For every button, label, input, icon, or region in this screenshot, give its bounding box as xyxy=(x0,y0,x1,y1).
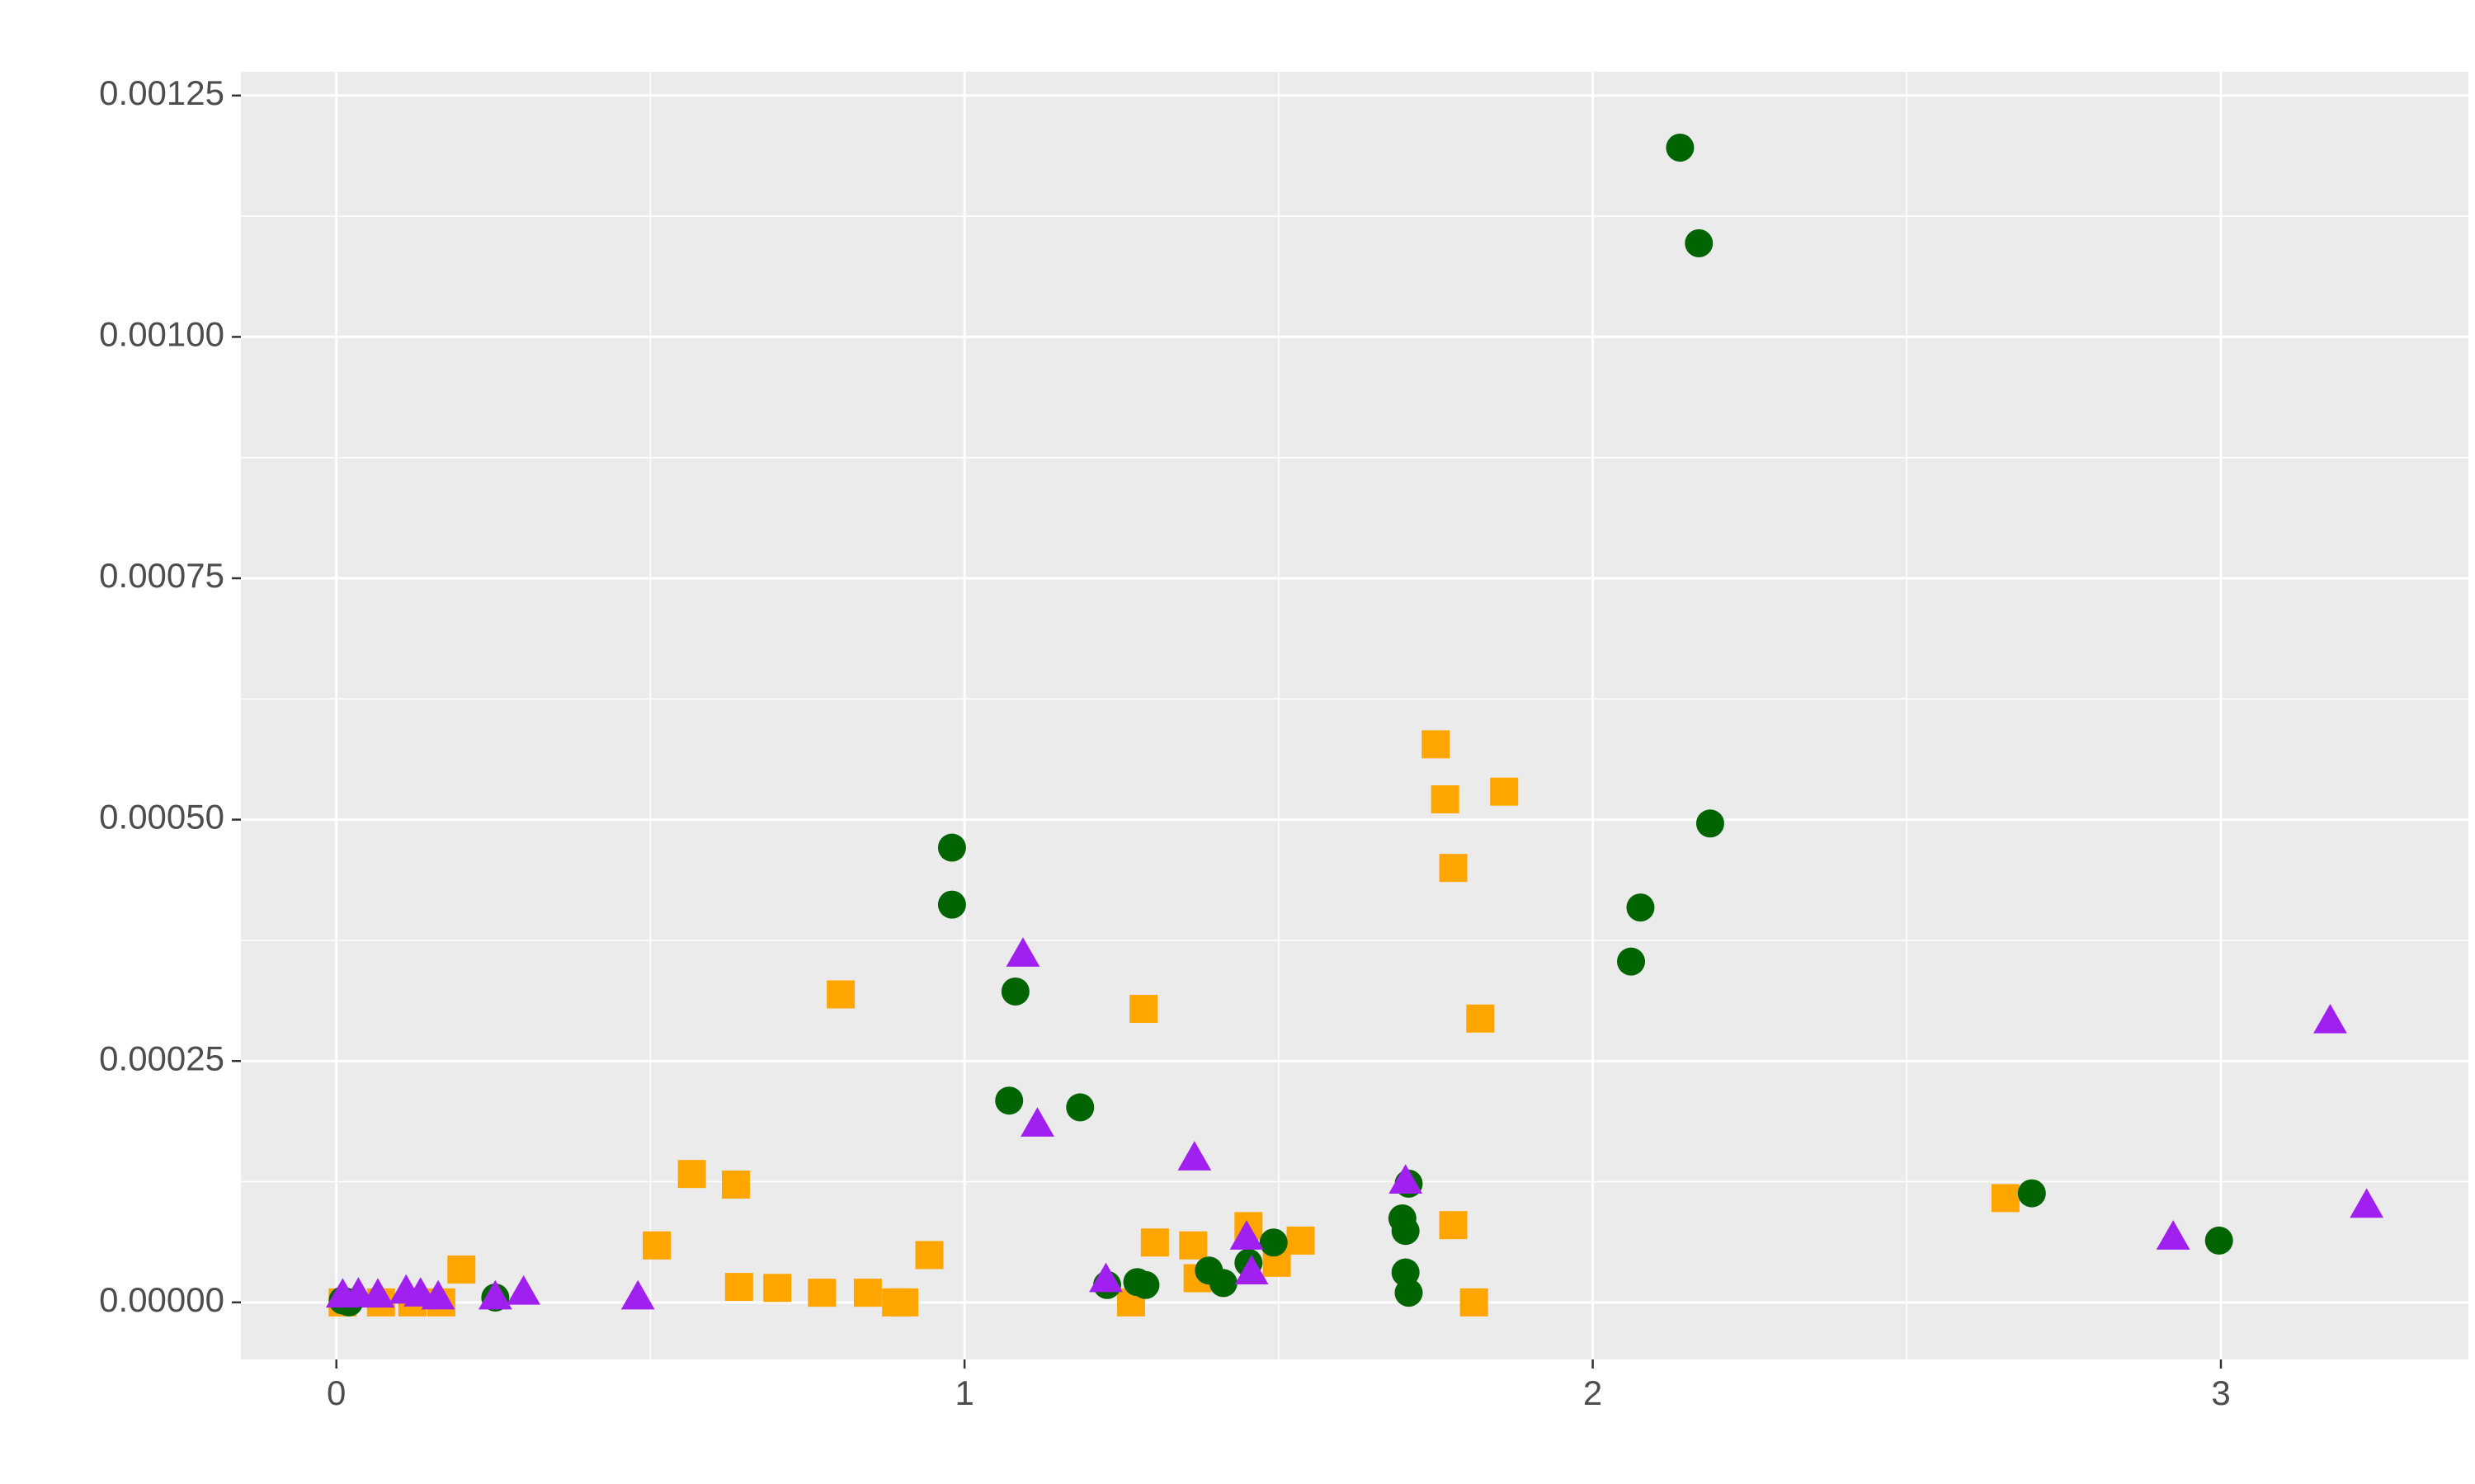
point xyxy=(1626,893,1655,922)
point xyxy=(937,890,966,919)
point xyxy=(763,1274,792,1303)
point xyxy=(361,1278,395,1308)
point xyxy=(1439,1211,1468,1240)
point xyxy=(1466,1004,1495,1033)
point xyxy=(1179,1231,1208,1260)
point xyxy=(1140,1228,1169,1257)
point xyxy=(1490,777,1519,806)
point xyxy=(643,1231,672,1260)
point xyxy=(915,1241,944,1270)
point xyxy=(1259,1228,1288,1257)
point xyxy=(421,1279,455,1310)
point xyxy=(2350,1188,2384,1218)
y-tick-label: 0.00075 xyxy=(99,556,224,595)
point xyxy=(1459,1288,1488,1317)
point xyxy=(724,1273,753,1302)
point xyxy=(1388,1164,1423,1194)
x-tick-label: 3 xyxy=(2211,1373,2230,1412)
point xyxy=(1666,133,1695,162)
point xyxy=(995,1086,1024,1115)
point xyxy=(1617,947,1646,976)
point xyxy=(1991,1184,2020,1213)
point xyxy=(722,1171,750,1199)
panel xyxy=(241,72,2468,1359)
point xyxy=(1089,1262,1123,1293)
point xyxy=(507,1274,541,1305)
point xyxy=(808,1279,837,1307)
point xyxy=(890,1288,919,1317)
point xyxy=(478,1279,512,1310)
point xyxy=(1177,1141,1212,1171)
point xyxy=(1394,1279,1423,1307)
point xyxy=(1695,809,1724,838)
x-tick-label: 0 xyxy=(327,1373,346,1412)
y-tick-label: 0.00050 xyxy=(99,798,224,836)
point xyxy=(1131,1270,1160,1299)
y-tick-label: 0.00000 xyxy=(99,1280,224,1319)
point xyxy=(2313,1003,2347,1034)
x-tick-label: 2 xyxy=(1583,1373,1602,1412)
point xyxy=(2156,1220,2190,1250)
point xyxy=(1286,1226,1315,1255)
point xyxy=(827,980,856,1009)
point xyxy=(2204,1226,2233,1255)
point xyxy=(1391,1217,1420,1246)
point xyxy=(1129,995,1158,1024)
point xyxy=(1431,785,1459,814)
point xyxy=(1066,1093,1095,1122)
point xyxy=(1685,228,1714,257)
point xyxy=(677,1160,706,1189)
y-tick-label: 0.00100 xyxy=(99,314,224,353)
point xyxy=(1209,1269,1238,1298)
point xyxy=(1439,854,1468,883)
x-tick-label: 1 xyxy=(955,1373,974,1412)
point xyxy=(1001,977,1030,1006)
point xyxy=(620,1279,655,1310)
point xyxy=(937,833,966,862)
point xyxy=(447,1256,476,1284)
point xyxy=(1006,937,1040,967)
point xyxy=(1021,1107,1054,1137)
point xyxy=(1421,730,1450,759)
point xyxy=(853,1279,882,1307)
point xyxy=(1234,1255,1269,1284)
y-tick-label: 0.00125 xyxy=(99,73,224,112)
point xyxy=(1229,1220,1264,1250)
point xyxy=(2017,1179,2046,1208)
y-tick-label: 0.00025 xyxy=(99,1039,224,1077)
